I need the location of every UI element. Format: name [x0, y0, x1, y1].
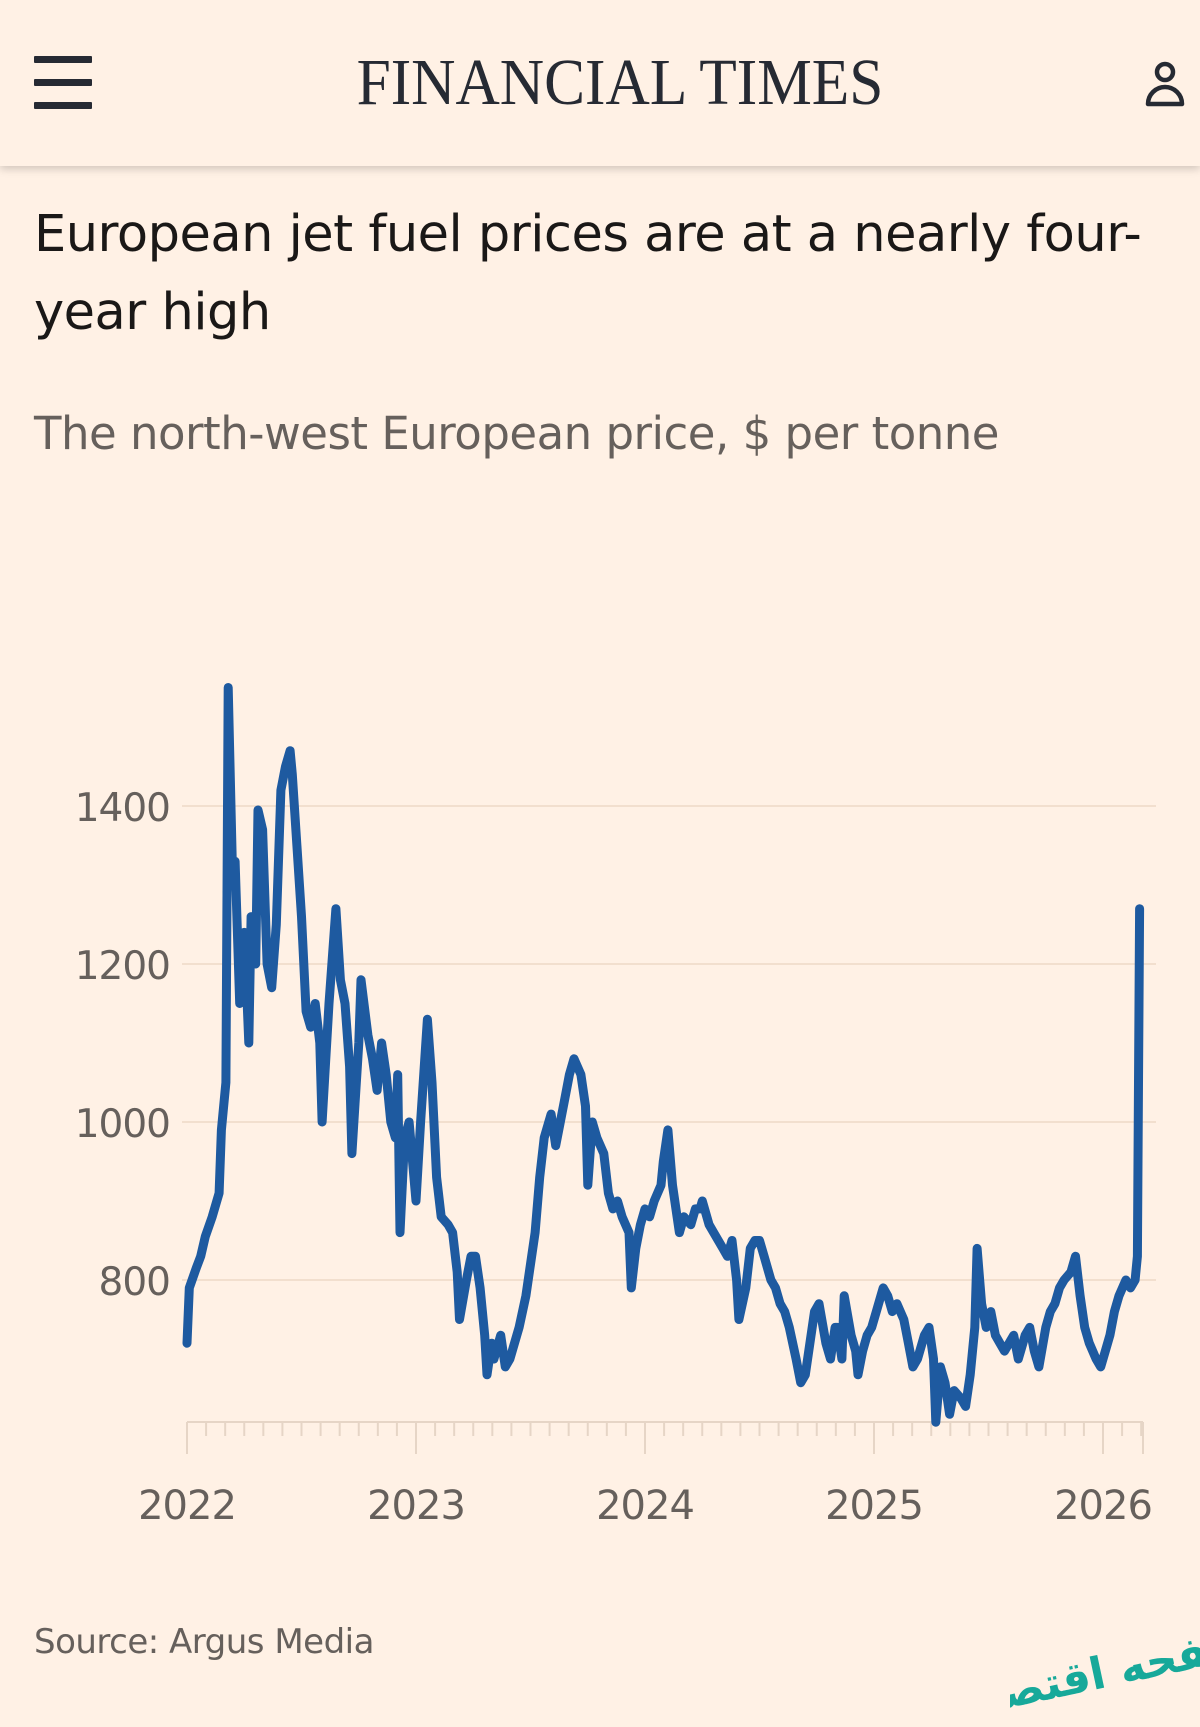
chart-subtitle: The north-west European price, $ per ton…	[34, 399, 1134, 469]
series-layer	[187, 687, 1140, 1422]
user-icon[interactable]	[1140, 58, 1190, 114]
y-tick-label-1000: 1000	[75, 1102, 170, 1147]
x-axis-tick-labels: 2022 2023 2024 2025 2026	[138, 1483, 1152, 1529]
x-tick-label-2026: 2026	[1054, 1483, 1152, 1529]
x-tick-label-2023: 2023	[367, 1483, 465, 1529]
y-tick-label-1400: 1400	[75, 786, 170, 831]
masthead-logo[interactable]: FINANCIAL TIMES	[43, 38, 1196, 128]
x-axis	[187, 1422, 1143, 1454]
series-line-0	[187, 688, 1140, 1423]
x-tick-label-2022: 2022	[138, 1483, 236, 1529]
watermark-logo: صفحه اقتصاد	[1010, 1595, 1200, 1723]
y-tick-label-800: 800	[99, 1260, 170, 1305]
y-axis-tick-labels: 800 1000 1200 1400	[75, 786, 170, 1305]
y-tick-label-1200: 1200	[75, 944, 170, 989]
x-tick-label-2024: 2024	[596, 1483, 694, 1529]
watermark-text: صفحه اقتصاد	[1010, 1617, 1200, 1723]
source-note: Source: Argus Media	[34, 1622, 374, 1662]
line-chart: 800 1000 1200 1400 2022 2023 2024 2025 2026	[0, 600, 1200, 1540]
x-tick-label-2025: 2025	[825, 1483, 923, 1529]
site-header: FINANCIAL TIMES	[0, 0, 1200, 166]
chart-title: European jet fuel prices are at a nearly…	[34, 196, 1164, 352]
